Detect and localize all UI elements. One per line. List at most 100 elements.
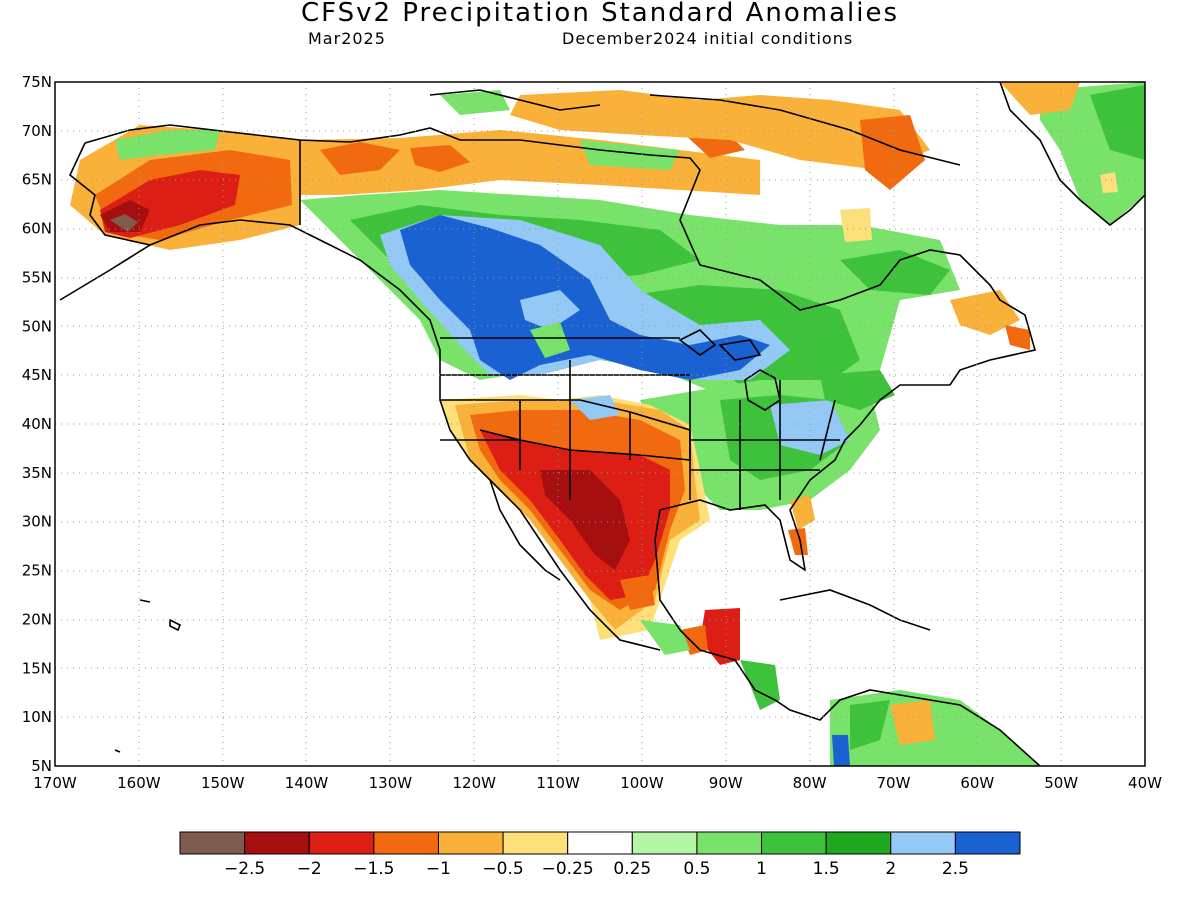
anomaly-field xyxy=(640,620,690,655)
colorbar-label: −2.5 xyxy=(224,859,265,879)
latitude-labels: 75N 70N 65N 60N 55N 50N 45N 40N 35N 30N 25N 20N 15N 1… xyxy=(22,73,52,775)
coastline xyxy=(429,89,601,111)
colorbar-swatch xyxy=(890,831,956,855)
anomaly-field xyxy=(110,214,138,232)
valid-period: Mar2025 xyxy=(308,29,386,48)
colorbar-swatch xyxy=(696,831,763,855)
anomaly-field xyxy=(540,470,630,570)
plot-area xyxy=(55,82,1145,766)
anomaly-field xyxy=(300,130,760,195)
coastline xyxy=(84,124,1041,766)
anomaly-field xyxy=(700,608,740,665)
lat-tick-label: 35N xyxy=(22,464,52,482)
coastline xyxy=(999,82,1145,227)
coastline xyxy=(114,599,182,753)
longitude-labels: 170W 160W 150W 140W 130W 120W 110W 100W 90W 80W 70… xyxy=(33,774,1162,792)
colorbar xyxy=(179,831,1021,855)
anomaly-field xyxy=(115,130,220,160)
anomaly-field xyxy=(770,400,850,455)
anomaly-field xyxy=(860,115,925,190)
lon-tick-label: 110W xyxy=(536,774,580,792)
lat-tick-label: 10N xyxy=(22,708,52,726)
anomaly-field xyxy=(530,322,570,358)
lon-tick-label: 80W xyxy=(793,774,827,792)
lon-tick-label: 130W xyxy=(369,774,413,792)
lat-tick-label: 20N xyxy=(22,610,52,628)
colorbar-label: 1 xyxy=(756,859,767,879)
anomaly-field xyxy=(1100,172,1118,193)
colorbar-label: 2 xyxy=(885,859,896,879)
colorbar-label: −1.5 xyxy=(353,859,394,879)
lon-tick-label: 60W xyxy=(960,774,994,792)
colorbar-swatch xyxy=(631,831,698,855)
lat-tick-label: 55N xyxy=(22,268,52,286)
graticule xyxy=(55,82,1145,766)
lat-tick-label: 40N xyxy=(22,415,52,433)
lat-tick-label: 5N xyxy=(31,757,52,775)
lon-tick-label: 150W xyxy=(201,774,245,792)
lon-tick-label: 100W xyxy=(620,774,664,792)
lon-tick-label: 160W xyxy=(117,774,161,792)
anomaly-field xyxy=(580,140,680,170)
anomaly-field xyxy=(1000,82,1080,115)
anomaly-field xyxy=(1090,85,1145,160)
anomaly-field xyxy=(1005,325,1030,350)
colorbar-swatch xyxy=(825,831,892,855)
anomaly-field xyxy=(440,90,510,115)
colorbar-swatch xyxy=(502,831,569,855)
map-frame xyxy=(54,81,1146,767)
anomaly-field xyxy=(790,495,815,530)
anomaly-field xyxy=(832,735,850,766)
anomaly-field xyxy=(850,700,890,750)
anomaly-field xyxy=(840,250,950,295)
anomaly-field xyxy=(510,90,930,170)
coastline xyxy=(489,479,561,581)
anomaly-field xyxy=(410,145,470,172)
lon-tick-label: 50W xyxy=(1044,774,1078,792)
colorbar-label: 1.5 xyxy=(813,859,840,879)
colorbar-labels: −2.5 −2 −1.5 −1 −0.5 −0.25 0.25 0.5 1 1.5 2 2.5 xyxy=(224,859,969,879)
colorbar-label: −1 xyxy=(426,859,451,879)
lat-tick-label: 65N xyxy=(22,171,52,189)
lon-tick-label: 90W xyxy=(709,774,743,792)
lon-tick-label: 140W xyxy=(285,774,329,792)
lon-tick-label: 170W xyxy=(33,774,77,792)
anomaly-field xyxy=(840,208,872,242)
colorbar-swatch xyxy=(954,831,1021,855)
colorbar-swatch xyxy=(308,831,375,855)
coastline xyxy=(649,94,961,166)
lat-tick-label: 30N xyxy=(22,513,52,531)
colorbar-swatch xyxy=(761,831,827,855)
colorbar-label: −0.25 xyxy=(542,859,594,879)
colorbar-label: −2 xyxy=(297,859,322,879)
coastline xyxy=(718,339,762,361)
anomaly-field xyxy=(320,142,400,175)
anomaly-field xyxy=(890,700,935,745)
colorbar-swatch xyxy=(567,831,633,855)
anomaly-field xyxy=(520,290,580,330)
colorbar-swatch xyxy=(244,831,310,855)
lat-tick-label: 50N xyxy=(22,317,52,335)
lat-tick-label: 60N xyxy=(22,220,52,238)
lat-tick-label: 25N xyxy=(22,562,52,580)
colorbar-label: 0.5 xyxy=(683,859,710,879)
lon-tick-label: 120W xyxy=(452,774,496,792)
colorbar-label: −0.5 xyxy=(482,859,523,879)
colorbar-swatch xyxy=(373,831,439,855)
coastline xyxy=(678,329,717,356)
colorbar-swatch xyxy=(437,831,504,855)
map-title: CFSv2 Precipitation Standard Anomalies xyxy=(300,0,900,28)
colorbar-label: 0.25 xyxy=(613,859,651,879)
initial-conditions: December2024 initial conditions xyxy=(562,29,854,48)
anomaly-field xyxy=(788,528,808,555)
lat-tick-label: 70N xyxy=(22,122,52,140)
lat-tick-label: 15N xyxy=(22,659,52,677)
lon-tick-label: 40W xyxy=(1128,774,1162,792)
lat-tick-label: 75N xyxy=(22,73,52,91)
anomaly-field xyxy=(820,370,895,410)
anomaly-field xyxy=(620,575,655,610)
colorbar-label: 2.5 xyxy=(942,859,969,879)
lon-tick-label: 70W xyxy=(877,774,911,792)
coastline xyxy=(59,142,153,301)
